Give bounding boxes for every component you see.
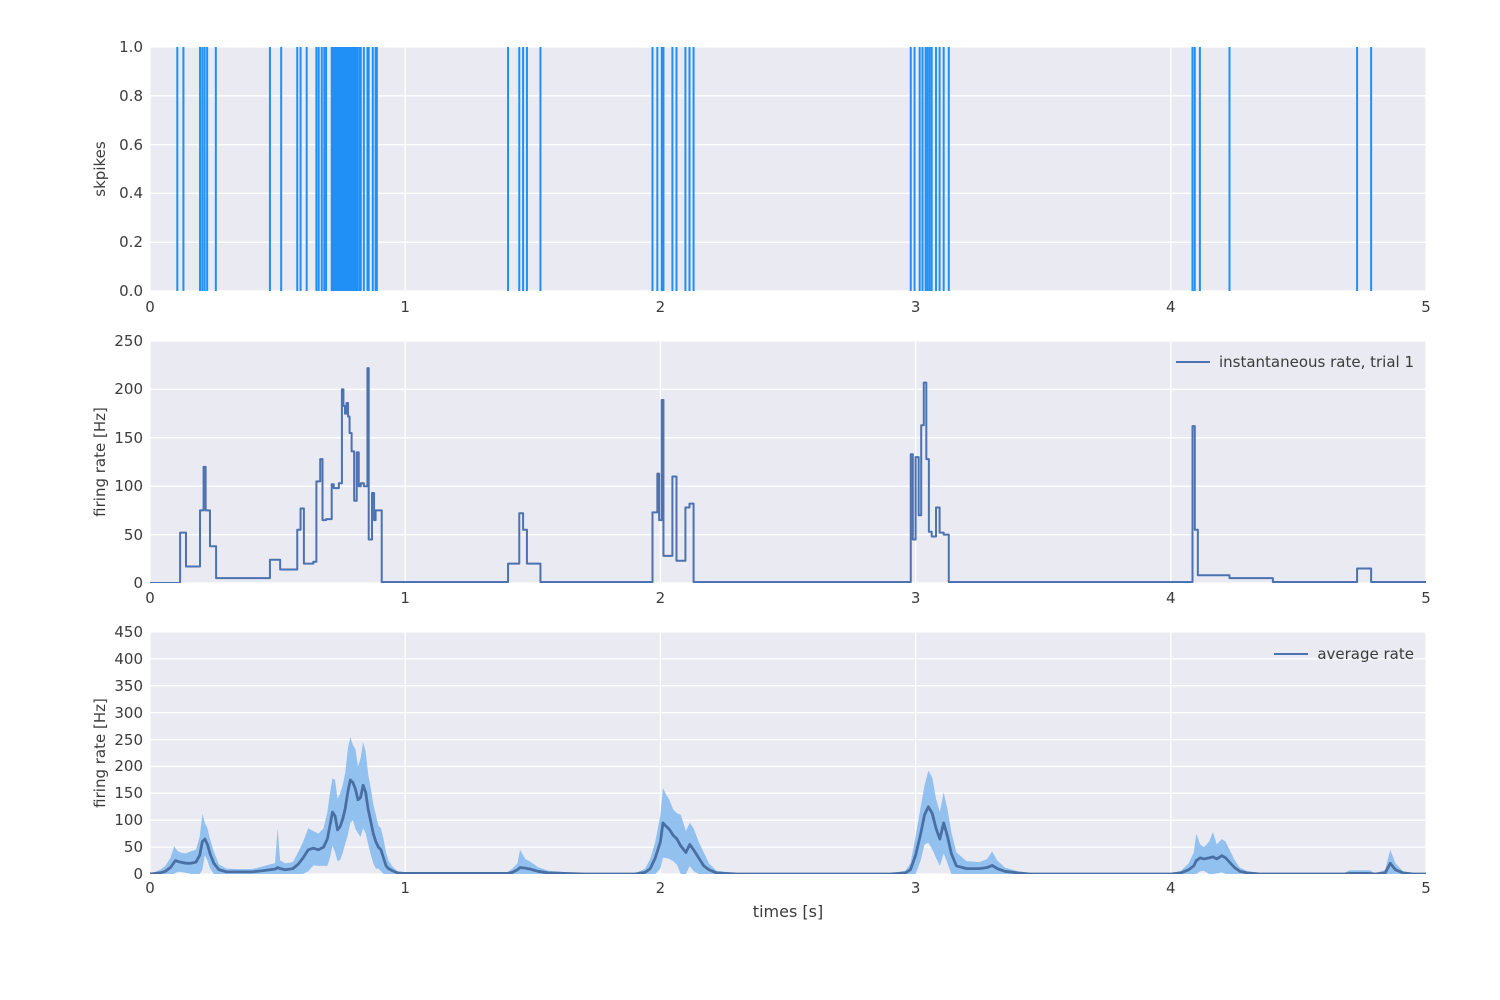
y-tick-label: 350	[114, 676, 143, 695]
y-tick-label: 1.0	[119, 38, 143, 56]
x-tick-label: 0	[145, 298, 155, 316]
x-tick-label: 4	[1166, 298, 1176, 316]
y-tick-label: 250	[114, 332, 143, 350]
y-tick-label: 100	[114, 477, 143, 496]
average-rate-line	[150, 778, 1426, 874]
legend-line-sample-icon	[1175, 361, 1210, 363]
y-tick-label: 0.0	[119, 282, 143, 300]
x-tick-label: 5	[1421, 298, 1431, 316]
legend-instantaneous-rate: instantaneous rate, trial 1	[1175, 353, 1414, 371]
y-tick-label: 250	[114, 730, 143, 749]
y-tick-label: 0	[133, 865, 143, 883]
y-tick-label: 150	[114, 428, 143, 447]
x-tick-label: 3	[910, 298, 921, 316]
x-tick-label: 3	[910, 589, 921, 607]
instantaneous-rate-step-line	[150, 367, 1426, 583]
y-axis-label-firing-rate-1: firing rate [Hz]	[91, 407, 109, 517]
x-axis-label-times: times [s]	[752, 902, 824, 921]
y-tick-label: 0.8	[119, 86, 143, 105]
x-tick-label: 3	[910, 879, 921, 897]
y-tick-label: 50	[123, 525, 143, 544]
x-tick-label: 0	[145, 879, 155, 897]
average-rate-panel	[150, 632, 1426, 874]
legend-label-instantaneous-rate: instantaneous rate, trial 1	[1218, 353, 1414, 371]
x-tick-label: 4	[1166, 879, 1176, 897]
x-tick-label: 2	[655, 298, 666, 316]
y-tick-label: 0.4	[119, 184, 143, 203]
x-tick-label: 4	[1166, 589, 1176, 607]
x-tick-label: 1	[400, 298, 410, 316]
y-tick-label: 200	[114, 380, 143, 399]
x-tick-label: 2	[655, 589, 666, 607]
spike-raster-panel	[150, 47, 1426, 291]
y-tick-label: 100	[114, 811, 143, 830]
y-tick-label: 400	[114, 649, 143, 668]
y-tick-label: 0.6	[119, 135, 143, 154]
y-tick-label: 450	[114, 623, 143, 641]
x-tick-label: 5	[1421, 589, 1431, 607]
y-tick-label: 50	[123, 838, 143, 857]
y-tick-label: 300	[114, 703, 143, 722]
y-tick-label: 200	[114, 757, 143, 776]
legend-line-sample-icon	[1274, 653, 1309, 655]
x-tick-label: 2	[655, 879, 666, 897]
y-tick-label: 0.2	[119, 233, 143, 252]
y-tick-label: 0	[133, 574, 143, 592]
instantaneous-rate-panel	[150, 341, 1426, 583]
x-tick-label: 1	[400, 589, 410, 607]
legend-average-rate: average rate	[1274, 645, 1414, 663]
legend-label-average-rate: average rate	[1317, 645, 1414, 663]
x-tick-label: 5	[1421, 879, 1431, 897]
x-tick-label: 1	[400, 879, 410, 897]
y-tick-label: 150	[114, 784, 143, 803]
x-tick-label: 0	[145, 589, 155, 607]
average-rate-confidence-band	[150, 736, 1426, 874]
